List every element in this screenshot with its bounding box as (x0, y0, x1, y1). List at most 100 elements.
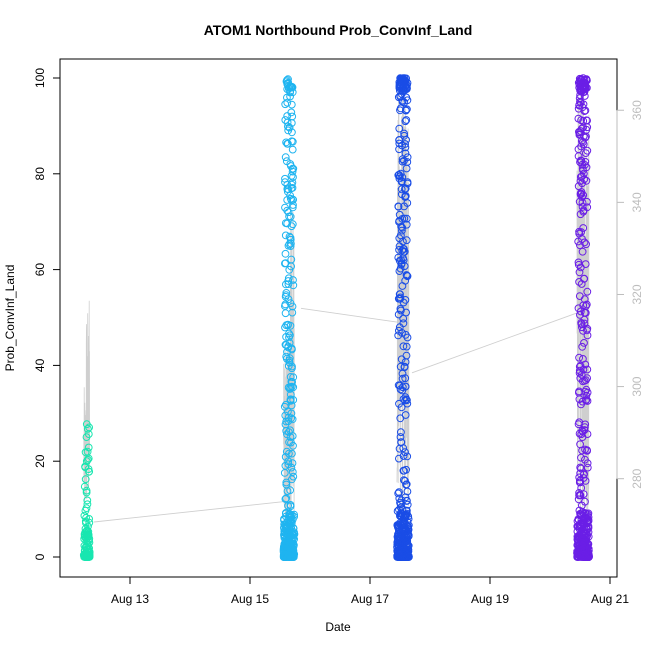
data-point (402, 351, 411, 360)
data-point (393, 538, 402, 547)
data-point (399, 298, 408, 307)
data-point (396, 264, 405, 273)
data-point (578, 203, 587, 211)
data-point (403, 452, 412, 461)
data-point (577, 430, 586, 439)
data-point (282, 494, 291, 503)
data-point (289, 396, 298, 404)
data-point (402, 497, 411, 505)
data-point (394, 331, 403, 340)
data-point (282, 478, 291, 487)
data-point (575, 128, 583, 136)
data-point (574, 145, 583, 154)
data-point (287, 196, 296, 205)
data-point (287, 524, 295, 532)
data-point (286, 390, 295, 399)
data-point (577, 142, 585, 151)
data-point (401, 396, 409, 405)
data-point (575, 491, 583, 500)
data-point (286, 373, 295, 381)
data-point (582, 163, 591, 172)
data-point (577, 280, 586, 288)
data-point (574, 182, 583, 191)
data-point (581, 133, 590, 142)
x-tick-label: Aug 15 (231, 592, 269, 606)
data-point (403, 551, 412, 559)
data-point (286, 212, 295, 221)
data-point (284, 460, 293, 469)
data-point (581, 83, 589, 92)
data-point (287, 262, 296, 271)
data-point (285, 232, 294, 241)
data-point (82, 504, 91, 513)
point-series (79, 74, 593, 561)
data-point (574, 260, 583, 269)
chart-title: ATOM1 Northbound Prob_ConvInf_Land (204, 22, 473, 38)
data-point (81, 475, 90, 484)
data-point (401, 184, 410, 193)
left-axis: 0 20 40 60 80 100 (33, 68, 61, 560)
data-point (285, 511, 294, 520)
data-point (578, 160, 587, 169)
line-series (83, 90, 590, 524)
data-point (284, 428, 293, 436)
y2-tick-label: 360 (630, 100, 644, 120)
data-point (403, 517, 412, 526)
data-point (402, 236, 411, 245)
data-point (286, 385, 294, 393)
data-point (288, 449, 296, 458)
data-point (286, 242, 295, 251)
data-point (395, 217, 404, 225)
data-point (281, 495, 290, 503)
y-axis-label: Prob_ConvInf_Land (3, 265, 17, 372)
data-point (289, 164, 298, 173)
data-point (403, 199, 412, 207)
data-point (84, 430, 93, 439)
data-point (396, 169, 405, 178)
data-point (575, 418, 584, 427)
data-point (286, 299, 295, 308)
connector-line (411, 312, 578, 374)
data-point (281, 231, 290, 240)
data-point (578, 247, 587, 256)
data-point (287, 541, 296, 550)
data-point (283, 139, 292, 148)
data-point (584, 553, 592, 561)
data-point (398, 369, 407, 378)
data-point (398, 226, 406, 235)
data-point (85, 536, 93, 545)
data-point (396, 433, 405, 441)
data-point (402, 532, 411, 541)
data-point (400, 476, 408, 485)
data-point (400, 156, 408, 165)
data-point (577, 539, 586, 547)
data-point (282, 400, 290, 409)
data-point (286, 233, 295, 242)
data-point (580, 550, 588, 559)
data-point (583, 397, 592, 405)
data-point (403, 333, 412, 342)
x-axis-label: Date (325, 620, 351, 634)
data-point (402, 342, 411, 351)
trace-line (83, 300, 90, 501)
data-point (576, 210, 585, 219)
data-point (574, 258, 583, 267)
data-point (403, 96, 412, 105)
data-point (280, 402, 289, 411)
data-point (402, 308, 411, 317)
data-point (581, 455, 589, 464)
data-point (283, 187, 292, 196)
data-point (401, 448, 409, 457)
data-point (573, 534, 582, 543)
data-point (401, 117, 410, 126)
data-point (83, 500, 92, 509)
data-point (394, 202, 403, 211)
data-point (397, 185, 406, 194)
y-tick-label: 0 (33, 553, 47, 560)
data-point (282, 417, 291, 426)
data-point (402, 164, 411, 173)
data-point (282, 512, 290, 521)
data-point (399, 452, 408, 460)
y-tick-label: 60 (33, 263, 47, 277)
data-point (398, 155, 407, 164)
